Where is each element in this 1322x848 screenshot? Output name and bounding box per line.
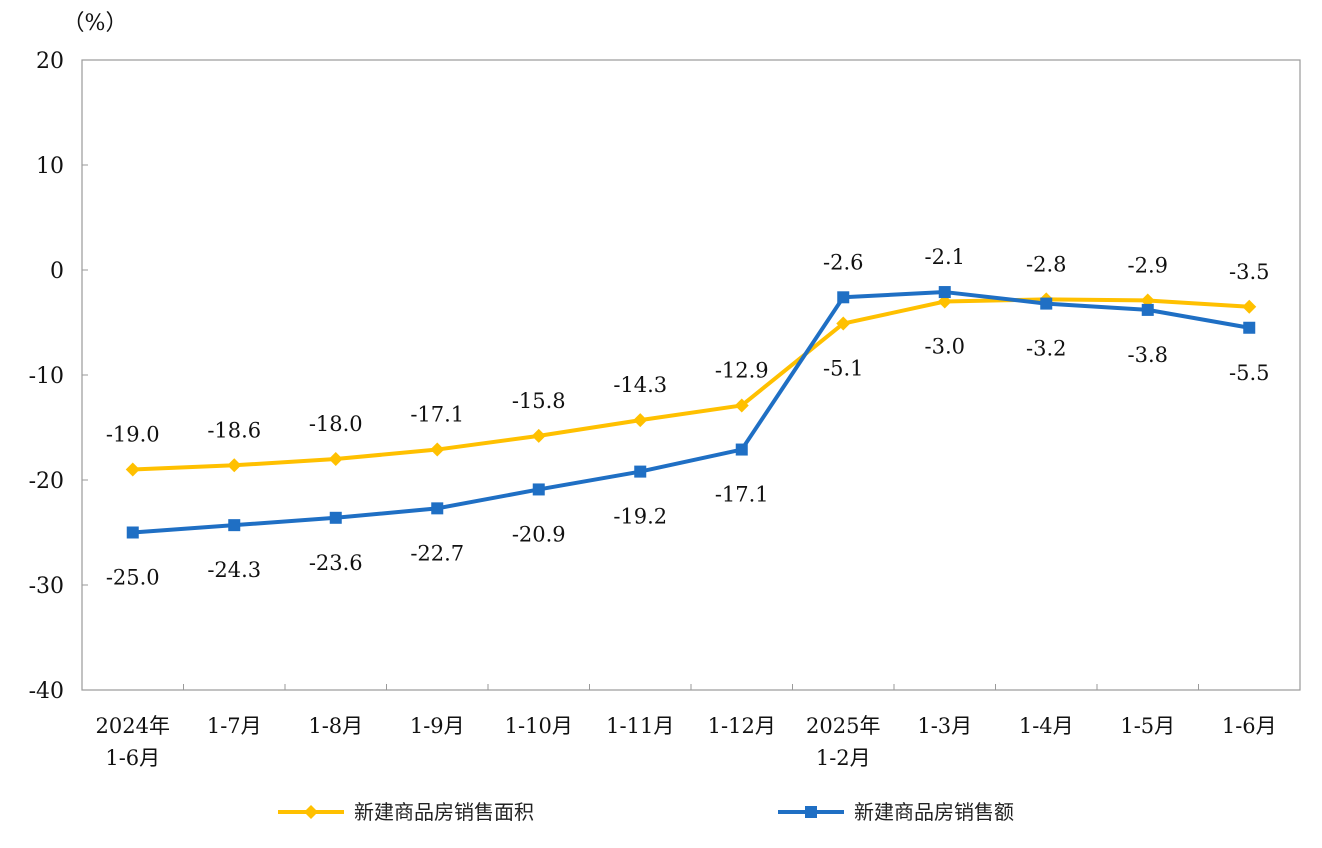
y-tick-label: 20 [36,49,64,74]
data-label: -19.2 [613,505,667,529]
x-tick-label-line: 1-7月 [207,714,262,738]
data-label: -17.1 [715,483,769,507]
series-0-point [836,316,851,331]
x-tick-label: 1-12月 [708,714,776,738]
data-label: -3.0 [925,335,966,359]
series-1-point [431,502,444,515]
data-label: -19.0 [106,423,160,447]
x-tick-label: 2025年 1-2月 [806,714,880,770]
legend-marker-diamond [304,805,318,819]
data-label: -18.6 [207,418,261,442]
y-tick-label: -10 [29,364,64,389]
series-1-point [938,286,951,299]
x-tick-label: 1-6月 [1222,714,1277,738]
y-tick-label: -20 [29,469,64,494]
x-tick-label-line: 1-11月 [606,714,674,738]
series-0-point [125,462,140,477]
y-axis-unit-label: （%） [63,11,128,36]
series-1-point [634,465,647,478]
data-label: -18.0 [309,412,363,436]
series-1-point [1040,297,1053,310]
data-label: -5.5 [1229,361,1270,385]
legend-marker-square [805,806,817,818]
series-layer [125,286,1257,539]
x-tick-label-line: 1-9月 [410,714,465,738]
series-1-point [329,511,342,524]
series-0-point [430,442,445,457]
data-label: -3.5 [1229,260,1270,284]
series-0-point [1242,299,1257,314]
data-label: -2.8 [1026,252,1067,276]
series-1-point [228,519,241,532]
series-line-1 [132,290,1250,535]
y-axis: 20 10 0 -10 -20 -30 -40 [29,49,88,704]
data-label: -2.6 [823,250,864,274]
x-tick-label-line: 1-3月 [917,714,972,738]
x-tick-label: 1-5月 [1120,714,1175,738]
data-label: -22.7 [410,541,464,565]
series-1-point [126,526,139,539]
series-0-point [734,398,749,413]
y-tick-label: 0 [50,259,64,284]
data-label: -25.0 [106,566,160,590]
data-label: -2.1 [925,245,966,269]
series-1-point [735,443,748,456]
x-tick-label-line: 1-6月 [105,746,160,770]
x-tick-label: 1-10月 [505,714,573,738]
legend-label-0: 新建商品房销售面积 [354,800,534,824]
data-label: -24.3 [207,558,261,582]
x-tick-label: 1-4月 [1019,714,1074,738]
x-tick-label-line: 1-4月 [1019,714,1074,738]
x-tick-label-line: 2025年 [806,714,880,738]
legend-label-1: 新建商品房销售额 [854,800,1014,824]
x-tick-label: 1-11月 [606,714,674,738]
data-label: -14.3 [613,373,667,397]
x-tick-label-line: 1-10月 [505,714,573,738]
data-label: -3.8 [1128,343,1169,367]
x-tick-label-line: 1-12月 [708,714,776,738]
series-1-point [837,291,850,304]
y-tick-label: -40 [29,679,64,704]
data-labels-layer: -19.0 -25.0 -18.6 -24.3 -18.0 -23.6 -17.1 -22.7… [106,245,1270,589]
plot-area-frame [81,59,1301,691]
data-label: -2.9 [1128,253,1169,277]
series-0-point [227,458,242,473]
series-0-point [531,428,546,443]
series-1-point [532,483,545,496]
data-label: -20.9 [512,522,566,546]
x-tick-label: 2024年 1-6月 [96,714,170,770]
x-tick-label-line: 1-8月 [308,714,363,738]
x-tick-label-line: 2024年 [96,714,170,738]
series-1-point [1141,303,1154,316]
data-label: -12.9 [715,358,769,382]
series-0-point [633,413,648,428]
x-tick-label-line: 1-6月 [1222,714,1277,738]
x-axis: 2024年 1-6月 1-7月 1-8月 1-9月 1-10月 1-11月 1-12月 2025… [96,684,1277,770]
data-label: -3.2 [1026,337,1067,361]
x-tick-label: 1-7月 [207,714,262,738]
data-label: -17.1 [410,403,464,427]
data-label: -5.1 [823,357,864,381]
data-label: -23.6 [309,551,363,575]
x-tick-label: 1-3月 [917,714,972,738]
series-0-point [328,452,343,466]
series-1-point [1243,321,1256,334]
x-tick-label-line: 1-2月 [816,746,871,770]
x-tick-label-line: 1-5月 [1120,714,1175,738]
x-tick-label: 1-8月 [308,714,363,738]
y-tick-label: -30 [29,574,64,599]
x-tick-label: 1-9月 [410,714,465,738]
data-label: -15.8 [512,389,566,413]
y-tick-label: 10 [36,154,64,179]
legend: 新建商品房销售面积 新建商品房销售额 [278,800,1014,824]
series-line-0 [132,297,1250,472]
